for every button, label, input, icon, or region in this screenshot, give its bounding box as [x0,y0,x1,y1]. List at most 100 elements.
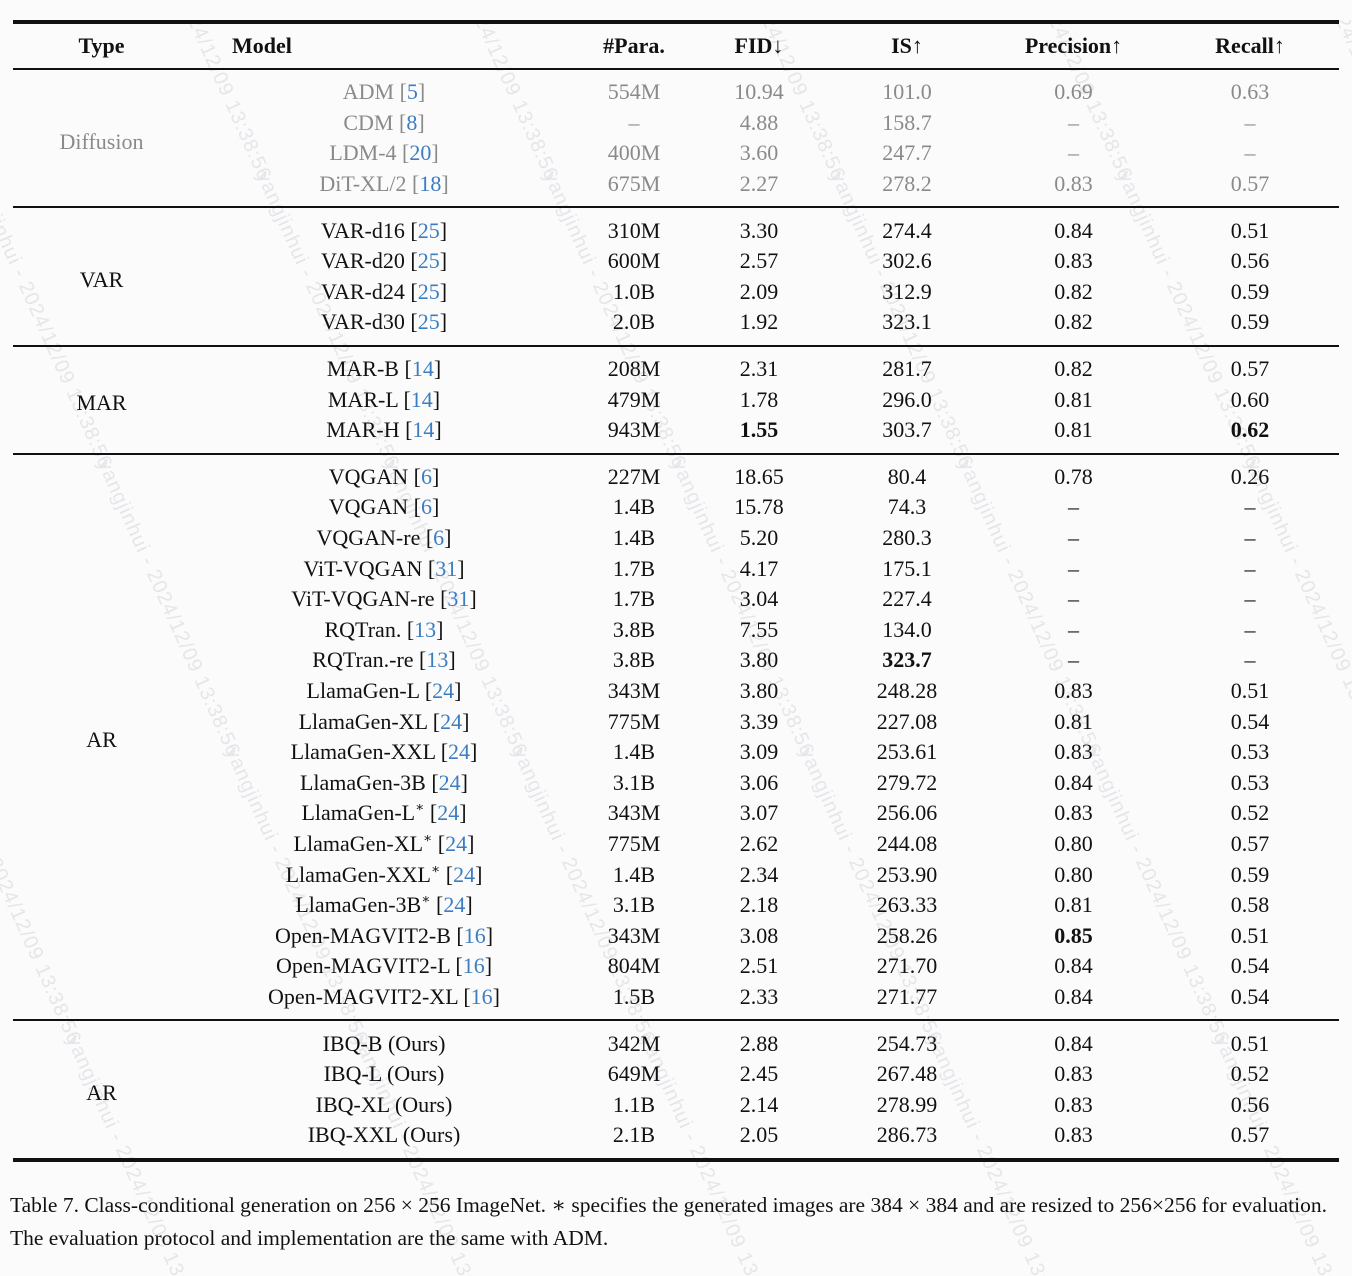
para-cell: 3.8B [612,616,656,642]
model-cell: VQGAN [6] [328,494,440,520]
citation-link[interactable]: 16 [462,953,485,979]
para-cell: 343M [607,677,661,703]
table-row: Diffusion ADM [5] 554M 10.94 101.0 0.69 0.63 [13,69,1339,153]
recall-cell: 0.51 [1230,217,1270,243]
table-row: VAR-d24 [25] 1.0B 2.09 312.9 0.82 0.59 [13,277,1339,308]
fid-cell: 2.88 [739,1030,779,1056]
citation-link[interactable]: 8 [406,109,418,135]
para-cell: 600M [607,248,661,274]
recall-cell: 0.59 [1230,278,1270,304]
group-ar-3: AR VQGAN [6] 227M 18.65 80.4 0.78 0.26 VQGAN [6… [13,453,1339,1021]
citation-link[interactable]: 20 [409,140,432,166]
para-cell: – [628,109,640,135]
fid-cell: 3.60 [739,140,779,166]
table-row: LlamaGen-XXL [24] 1.4B 3.09 253.61 0.83 0.53 [13,737,1339,768]
model-cell: Open-MAGVIT2-B [16] [274,922,494,948]
citation-link[interactable]: 31 [435,555,458,581]
is-cell: 267.48 [876,1061,938,1087]
citation-link[interactable]: 24 [438,769,461,795]
citation-link[interactable]: 5 [406,79,418,105]
citation-link[interactable]: 25 [417,278,440,304]
recall-cell: – [1244,109,1256,135]
row-group-label: VAR [79,267,124,293]
citation-link[interactable]: 6 [420,463,432,489]
table-row: VAR-d30 [25] 2.0B 1.92 323.1 0.82 0.59 [13,307,1339,346]
recall-cell: 0.51 [1230,677,1270,703]
citation-link[interactable]: 24 [443,892,466,918]
recall-cell: 0.59 [1230,309,1270,335]
recall-cell: 0.54 [1230,953,1270,979]
fid-cell: 10.94 [734,79,784,105]
citation-link[interactable]: 25 [417,309,440,335]
recall-cell: 0.62 [1230,417,1270,443]
is-cell: 296.0 [882,386,932,412]
citation-link[interactable]: 13 [426,647,449,673]
fid-cell: 3.09 [739,739,779,765]
resize-star-marker: ∗ [423,830,433,846]
recall-cell: – [1244,616,1256,642]
fid-cell: 2.57 [739,248,779,274]
citation-link[interactable]: 16 [463,922,486,948]
table-row: MAR-H [14] 943M 1.55 303.7 0.81 0.62 [13,415,1339,454]
is-cell: 271.70 [876,953,938,979]
precision-cell: 0.84 [1054,1030,1093,1056]
citation-link[interactable]: 13 [414,616,437,642]
precision-cell: 0.82 [1054,356,1093,382]
citation-link[interactable]: 6 [420,494,432,520]
precision-cell: 0.83 [1054,1061,1093,1087]
citation-link[interactable]: 18 [419,171,442,197]
is-cell: 256.06 [876,800,938,826]
citation-link[interactable]: 25 [417,248,440,274]
model-cell: LlamaGen-L [24] [306,677,462,703]
table-row: VQGAN-re [6] 1.4B 5.20 280.3 – – [13,523,1339,554]
citation-link[interactable]: 24 [448,739,471,765]
recall-cell: 0.52 [1230,1061,1270,1087]
is-cell: 278.99 [876,1091,938,1117]
fid-cell: 2.18 [739,892,779,918]
para-cell: 342M [607,1030,661,1056]
precision-cell: 0.83 [1054,677,1093,703]
precision-cell: 0.83 [1054,800,1093,826]
recall-cell: – [1244,647,1256,673]
precision-cell: 0.83 [1054,248,1093,274]
citation-link[interactable]: 24 [432,677,455,703]
citation-link[interactable]: 6 [433,525,445,551]
table-header-row: Type Model #Para. FID↓ IS↑ Precision↑ Re… [13,22,1339,70]
header-precision: Precision↑ [986,22,1161,70]
citation-link[interactable]: 24 [453,861,476,887]
citation-link[interactable]: 14 [412,417,435,443]
citation-link[interactable]: 25 [417,217,440,243]
precision-cell: – [1068,555,1079,581]
table-row: DiT-XL/2 [18] 675M 2.27 278.2 0.83 0.57 [13,169,1339,208]
citation-link[interactable]: 24 [437,800,460,826]
citation-link[interactable]: 14 [410,386,433,412]
group-diffusion-0: Diffusion ADM [5] 554M 10.94 101.0 0.69 0.63 CD… [13,69,1339,207]
recall-cell: 0.56 [1230,1091,1270,1117]
fid-cell: 4.88 [739,109,779,135]
table-row: Open-MAGVIT2-L [16] 804M 2.51 271.70 0.84 0.5… [13,951,1339,982]
para-cell: 1.0B [612,278,656,304]
fid-cell: 3.04 [739,586,779,612]
precision-cell: 0.69 [1054,79,1093,105]
is-cell: 279.72 [876,769,938,795]
para-cell: 3.8B [612,647,656,673]
citation-link[interactable]: 14 [411,356,434,382]
is-cell: 274.4 [882,217,932,243]
table-row: Open-MAGVIT2-XL [16] 1.5B 2.33 271.77 0.84 0.… [13,982,1339,1021]
table-row: RQTran.-re [13] 3.8B 3.80 323.7 – – [13,645,1339,676]
fid-cell: 2.09 [739,278,779,304]
citation-link[interactable]: 24 [445,830,468,856]
citation-link[interactable]: 16 [470,983,493,1009]
citation-link[interactable]: 24 [440,708,463,734]
para-cell: 400M [607,140,661,166]
fid-cell: 3.39 [739,708,779,734]
citation-link[interactable]: 31 [447,586,470,612]
recall-cell: 0.58 [1230,892,1270,918]
results-table: Type Model #Para. FID↓ IS↑ Precision↑ Re… [13,20,1339,1162]
table-row: LlamaGen-XXL∗ [24] 1.4B 2.34 253.90 0.80 0.59 [13,859,1339,890]
model-cell: VAR-d24 [25] [320,278,448,304]
table-row: LlamaGen-3B∗ [24] 3.1B 2.18 263.33 0.81 0.58 [13,890,1339,921]
row-group-label: Diffusion [59,128,144,154]
para-cell: 1.1B [612,1091,656,1117]
model-cell: LlamaGen-XL∗ [24] [293,830,475,856]
